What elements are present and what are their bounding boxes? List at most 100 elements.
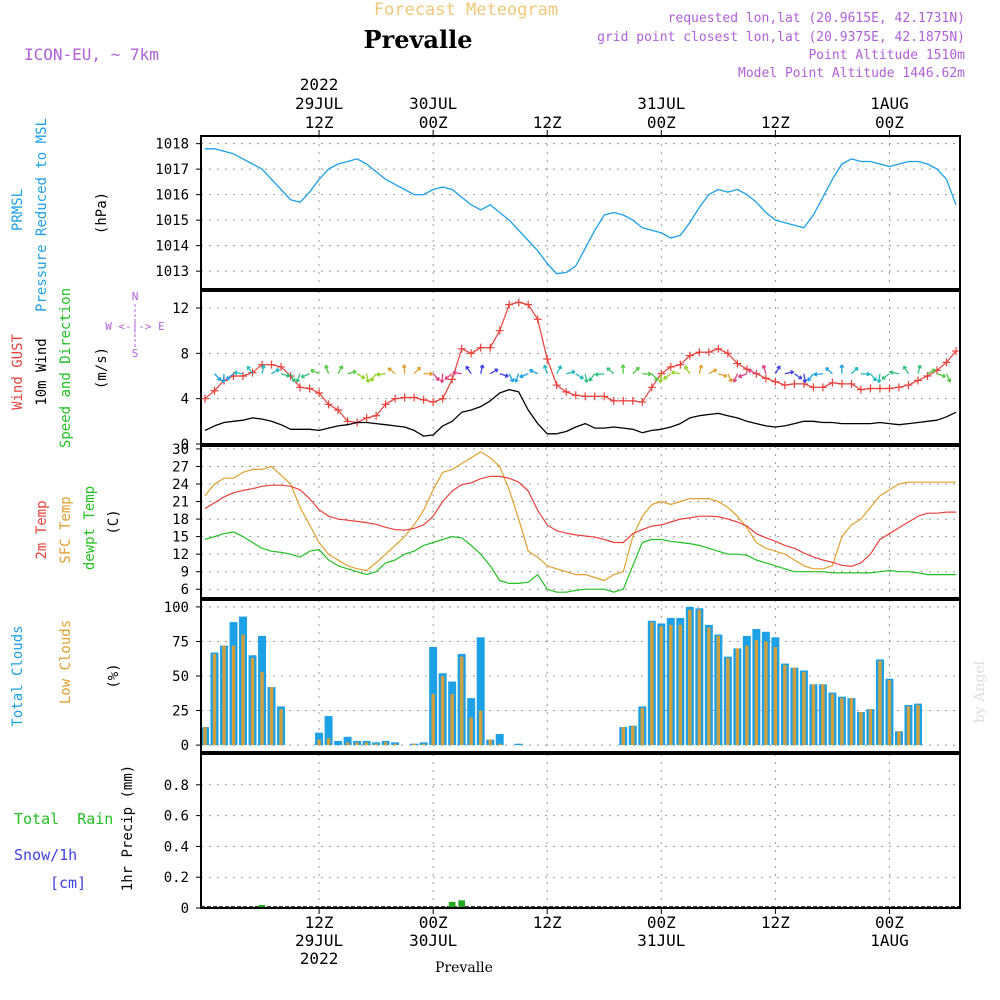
wind-direction-arrow [529,368,538,375]
gust-marker [590,392,599,401]
total-cloud-bar [315,732,324,746]
time-label-top: 12Z [533,113,562,132]
rain-bar [258,904,266,908]
t2m-label: 2m Temp [34,500,50,559]
low-cloud-bar [345,742,350,746]
low-cloud-bar [440,676,445,746]
total-clouds-label: Total Clouds [10,625,26,726]
wind-direction-arrow [936,373,946,379]
ytick-label: 9 [181,565,189,581]
time-label-top: 31JUL [637,94,685,113]
dewpt-line [204,531,956,593]
wind-direction-arrow [465,365,472,375]
footer-station: Prevalle [435,960,493,976]
wind-direction-arrow [423,371,433,377]
total-cloud-bar [476,637,485,746]
low-cloud-bar [906,706,911,746]
ytick-label: 75 [172,634,189,650]
t2m-line [204,475,956,568]
wind-direction-arrow [807,373,814,382]
low-clouds-label: Low Clouds [58,620,74,704]
low-cloud-bar [250,658,255,746]
wind-direction-arrow [271,368,280,375]
wind-direction-arrow [337,365,344,375]
rain-bar [448,901,456,908]
low-cloud-bar [650,622,654,746]
wind-direction-arrow [839,364,845,374]
gust-marker [866,384,875,393]
frame-layer [200,135,961,909]
gust-marker [334,406,343,414]
wind-direction-arrow [869,373,877,382]
dewpt-label: dewpt Temp [82,486,98,570]
snow-label: Snow/1h [14,846,77,864]
gust-marker [828,378,837,387]
ytick-label: 12 [172,301,189,317]
gust-marker [628,396,637,405]
gust-marker [856,385,865,394]
gust-marker [847,379,856,388]
gust-marker [467,349,476,358]
low-cloud-bar [231,645,236,746]
wind-direction-arrow [310,368,320,375]
ytick-label: 0.8 [164,778,189,794]
low-cloud-bar [383,742,388,746]
wind-direction-arrow [794,373,803,380]
gust-marker [875,384,884,393]
low-cloud-bar [849,698,854,746]
gust-marker [305,384,314,393]
wind-direction-arrow [642,371,652,377]
axis-layer: 1013101410151016101710180481269121518212… [155,75,908,968]
wind-gust-label: Wind GUST [10,334,26,410]
low-cloud-bar [222,645,226,746]
wind-direction-arrow [708,368,718,375]
pressure-unit: (hPa) [94,192,110,234]
wind-direction-arrow [499,373,509,378]
sfc-temp-line [204,451,956,582]
wind-direction-arrow [917,364,922,374]
gust-marker [248,368,257,377]
low-cloud-bar [640,707,645,746]
time-label-bottom: 2022 [300,949,339,968]
low-cloud-bar [421,743,426,746]
low-cloud-bar [887,680,892,746]
wind-direction-arrow [718,373,728,378]
rain-bar [458,900,465,908]
pressure-line [205,148,957,275]
wind-direction-arrow [671,370,681,375]
ytick-label: 0.2 [164,870,189,886]
time-label-top: 00Z [875,113,904,132]
gust-marker [647,383,656,392]
panel-frame-precip [200,753,961,909]
wind-direction-arrow [300,373,310,379]
gust-marker [296,383,305,392]
ytick-label: 1016 [155,188,189,204]
wind-direction-arrow [347,369,357,375]
compass-n: N [132,290,139,303]
low-cloud-bar [916,705,920,746]
wind-direction-arrow [684,365,691,375]
gust-marker [324,400,333,409]
wind-direction-arrow [370,373,377,382]
low-cloud-bar [792,667,797,746]
time-label-bottom: 12Z [761,913,790,932]
low-cloud-bar [764,641,768,746]
wind-direction-arrow [566,369,576,375]
gust-marker [695,348,704,357]
wind-direction-arrow [651,373,659,382]
ytick-label: 1017 [155,162,189,178]
gust-line [204,301,957,424]
ytick-label: 8 [181,346,189,362]
ytick-label: 1014 [155,239,189,255]
gust-marker [638,398,647,407]
wind-direction-arrow [732,373,738,383]
snow-unit: [cm] [50,874,86,892]
wind-direction-arrow [761,364,767,374]
point-altitude: Point Altitude 1510m [808,48,965,63]
wind-direction-arrow [825,367,833,375]
gust-marker [533,315,542,324]
gust-marker [429,398,438,407]
ytick-label: 1018 [155,137,189,153]
low-cloud-bar [459,656,464,746]
wind-direction-arrow [774,365,781,375]
